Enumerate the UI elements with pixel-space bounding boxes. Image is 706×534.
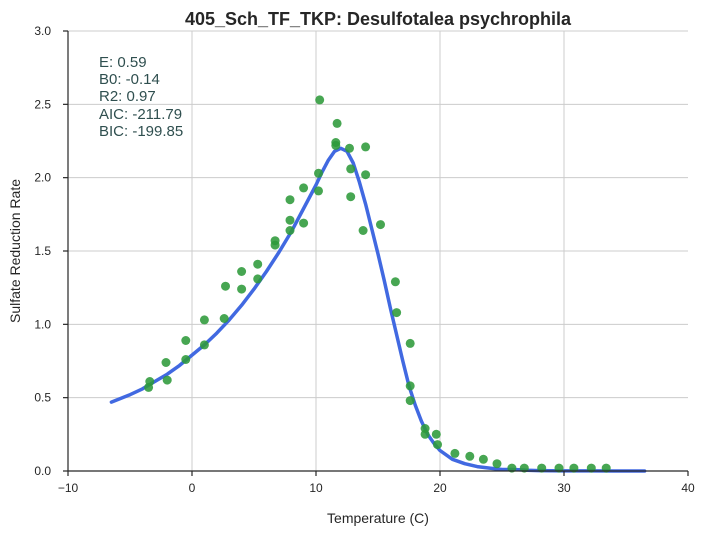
data-point (358, 226, 368, 235)
stat-r2: R2: 0.97 (99, 88, 156, 105)
data-point (161, 358, 171, 367)
y-tick-label: 0.5 (34, 391, 51, 405)
stat-b0: B0: -0.14 (99, 71, 160, 88)
data-point (237, 267, 247, 276)
y-axis-label: Sulfate Reduction Rate (7, 179, 23, 323)
tick-labels: −10 0 10 20 30 40 0.0 0.5 1.0 1.5 2.0 2.5 3.0 (34, 24, 695, 495)
fit-curve-layer (109, 146, 647, 473)
data-points-layer (144, 95, 611, 473)
data-point (586, 463, 596, 473)
x-tick-label: 0 (189, 481, 196, 495)
data-point (285, 195, 295, 205)
stats-box: E: 0.59 B0: -0.14 R2: 0.97 AIC: -211.79 … (99, 54, 183, 140)
data-point (433, 440, 442, 450)
data-point (405, 381, 415, 391)
data-point (221, 281, 230, 291)
data-point (478, 454, 488, 464)
axes (63, 30, 689, 476)
data-point (519, 463, 529, 473)
y-tick-label: 2.5 (34, 97, 51, 111)
data-point (299, 183, 309, 193)
data-point (219, 314, 229, 323)
data-point (569, 463, 579, 473)
data-point (145, 377, 155, 386)
data-point (420, 429, 430, 439)
data-point (376, 220, 385, 230)
data-point (465, 451, 475, 461)
x-tick-label: 40 (681, 481, 695, 495)
stat-aic: AIC: -211.79 (99, 106, 182, 123)
y-tick-label: 1.0 (34, 317, 51, 331)
data-point (299, 218, 309, 228)
data-point (361, 170, 371, 180)
data-point (162, 375, 172, 385)
x-tick-label: 30 (557, 481, 571, 495)
data-point (450, 448, 460, 458)
data-point (507, 463, 517, 473)
data-point (253, 259, 263, 269)
data-point (405, 338, 415, 348)
data-point (314, 168, 323, 178)
y-tick-label: 0.0 (34, 464, 51, 478)
data-point (345, 143, 354, 153)
chart-title: 405_Sch_TF_TKP: Desulfotalea psychrophil… (185, 9, 572, 29)
grid (68, 30, 688, 471)
data-point (285, 226, 295, 235)
y-tick-label: 3.0 (34, 24, 51, 38)
data-point (390, 277, 400, 287)
data-point (315, 95, 325, 105)
data-point (537, 463, 547, 473)
y-tick-label: 2.0 (34, 171, 51, 185)
x-tick-label: −10 (58, 481, 79, 495)
data-point (237, 284, 247, 294)
data-point (314, 186, 323, 196)
data-point (392, 308, 402, 318)
data-point (270, 236, 280, 246)
fit-curve (109, 146, 647, 473)
data-point (285, 215, 295, 225)
y-tick-label: 1.5 (34, 244, 51, 258)
x-axis-label: Temperature (C) (327, 510, 429, 526)
data-point (199, 315, 209, 325)
stat-e: E: 0.59 (99, 54, 147, 71)
data-point (431, 429, 441, 439)
data-point (332, 118, 342, 128)
data-point (253, 274, 263, 284)
data-point (361, 142, 371, 152)
x-tick-label: 20 (433, 481, 447, 495)
data-point (199, 340, 209, 350)
data-point (405, 396, 415, 406)
data-point (346, 192, 356, 202)
data-point (181, 355, 191, 364)
data-point (492, 459, 502, 469)
data-point (331, 140, 341, 150)
stat-bic: BIC: -199.85 (99, 123, 183, 140)
data-point (346, 164, 356, 174)
data-point (181, 336, 191, 345)
data-point (554, 463, 564, 473)
x-tick-label: 10 (309, 481, 323, 495)
data-point (601, 463, 611, 473)
